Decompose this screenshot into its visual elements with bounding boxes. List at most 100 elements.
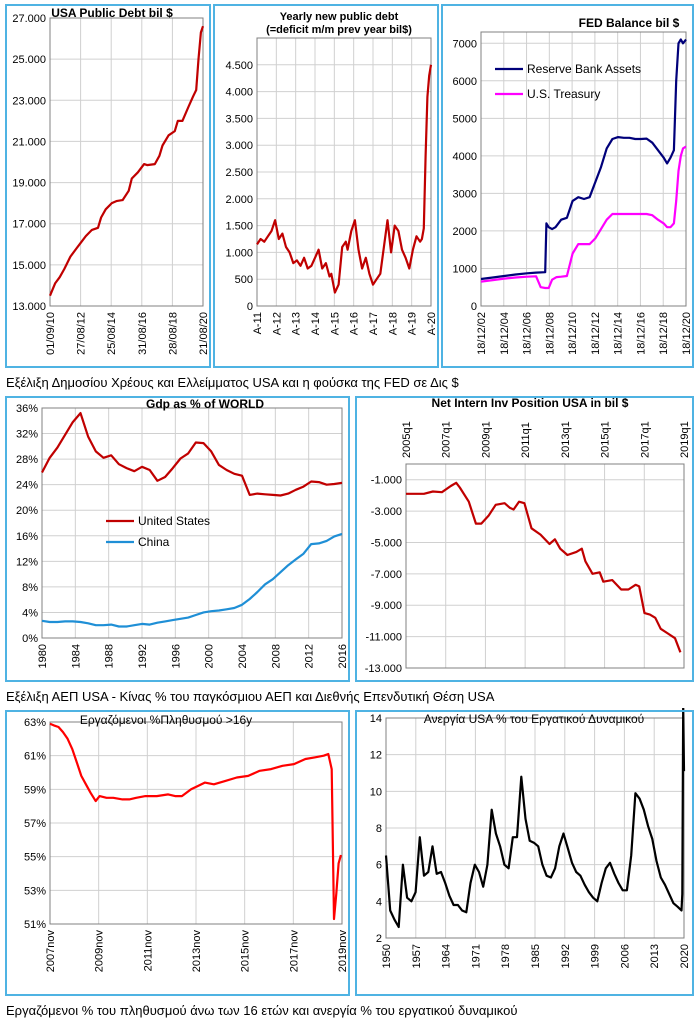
x-tick-label: 2013: [649, 944, 661, 968]
y-tick-label: 3.500: [225, 113, 253, 125]
y-tick-label: 4%: [22, 607, 38, 619]
x-tick-label: A-13: [291, 312, 303, 335]
x-tick-label: 1988: [104, 644, 116, 668]
chart-title: Ανεργία USA % του Εργατικού Δυναμικού: [424, 712, 645, 726]
y-tick-label: 61%: [24, 751, 46, 763]
chart-title: Yearly new public debt: [280, 11, 399, 23]
plot-area: [405, 463, 685, 669]
x-tick-label: 1971: [470, 944, 482, 968]
x-tick-label: A-19: [407, 312, 419, 335]
x-tick-label: 2007q1: [441, 421, 453, 458]
y-tick-label: 3.000: [225, 140, 253, 152]
chart-title: (=deficit m/m prev year bil$): [266, 24, 412, 36]
y-tick-label: 19.000: [12, 178, 46, 190]
x-tick-label: 18/12/02: [476, 312, 488, 355]
y-tick-label: 14: [370, 713, 382, 725]
y-tick-label: 1.500: [225, 221, 253, 233]
y-tick-label: 3000: [453, 188, 477, 200]
y-tick-label: 23.000: [12, 95, 46, 107]
plot-area: [49, 721, 343, 925]
chart-title: USA Public Debt bil $: [51, 6, 173, 20]
plot-area: [256, 37, 432, 307]
x-tick-label: 18/12/16: [635, 312, 647, 355]
united-states-series-line: [41, 412, 343, 497]
niip-chart-panel: -1.000 -3.000 -5.000 -7.000 -9.000 -11.000 -13…: [350, 394, 698, 684]
gdp-share-chart-panel: 36% 32% 28% 24% 20% 16% 12% 8% 4% 0% 1980 1984 1988 1…: [0, 394, 350, 684]
y-tick-label: 4000: [453, 151, 477, 163]
x-tick-label: A-12: [271, 312, 283, 335]
x-tick-label: 18/12/10: [567, 312, 579, 355]
y-tick-label: 27.000: [12, 13, 46, 25]
x-tick-label: 2009nov: [94, 930, 106, 973]
y-tick-label: -13.000: [365, 663, 402, 675]
x-tick-label: 18/12/06: [522, 312, 534, 355]
x-tick-label: 1957: [411, 944, 423, 968]
x-tick-label: 2006: [619, 944, 631, 968]
chart-frame: [5, 396, 350, 682]
y-tick-label: 0: [247, 301, 253, 313]
x-tick-label: 18/12/04: [499, 312, 511, 355]
x-tick-label: 1978: [500, 944, 512, 968]
china-series-line: [41, 532, 343, 628]
y-tick-label: 0: [471, 301, 477, 313]
x-tick-label: 28/08/18: [167, 312, 179, 355]
chart-title: FED Balance bil $: [579, 16, 680, 30]
y-tick-label: 8: [376, 823, 382, 835]
employment-chart: 63% 61% 59% 57% 55% 53% 51%2007nov 2009nov 2011n…: [24, 713, 349, 973]
y-tick-label: 1.000: [225, 247, 253, 259]
y-tick-label: 51%: [24, 919, 46, 931]
row3-caption: Εργαζόμενοι % του πληθυσμού άνω των 16 ε…: [0, 1000, 698, 1022]
x-tick-label: 18/12/08: [544, 312, 556, 355]
x-tick-label: 2016: [337, 644, 349, 668]
x-tick-label: 18/12/14: [613, 312, 625, 355]
y-tick-label: 4: [376, 896, 382, 908]
deficit-chart: 4.500 4.000 3.500 3.000 2.500 2.000 1.500 1.000…: [225, 11, 438, 335]
legend-label: U.S. Treasury: [527, 87, 600, 101]
y-tick-label: 25.000: [12, 54, 46, 66]
y-tick-label: -11.000: [366, 632, 403, 644]
x-tick-label: 2005q1: [401, 421, 413, 458]
x-tick-label: 18/12/18: [658, 312, 670, 355]
x-tick-label: 31/08/16: [137, 312, 149, 355]
y-tick-label: 6000: [453, 76, 477, 88]
y-tick-label: 20%: [16, 505, 38, 517]
x-tick-label: 1999: [590, 944, 602, 968]
plot-area: [49, 17, 204, 307]
y-tick-label: 7000: [453, 38, 477, 50]
employment-chart-panel: 63% 61% 59% 57% 55% 53% 51% 2007nov 2009nov 2011n…: [0, 708, 350, 998]
x-tick-label: 2015nov: [240, 930, 252, 973]
chart-frame: [355, 396, 694, 682]
employment-series-line: [49, 722, 342, 921]
chart-title: Gdp as % of WORLD: [146, 397, 264, 411]
x-tick-label: 2015q1: [600, 421, 612, 458]
plot-area: [385, 717, 685, 939]
y-tick-label: -1.000: [371, 475, 402, 487]
x-tick-label: 2007nov: [45, 930, 57, 973]
x-tick-label: 2020: [679, 944, 691, 968]
x-tick-label: 1964: [441, 944, 453, 968]
y-tick-label: 2.000: [225, 194, 253, 206]
row2-caption: Εξέλιξη ΑΕΠ USA - Κίνας % του παγκόσμιου…: [0, 686, 698, 708]
y-tick-label: 53%: [24, 885, 46, 897]
x-tick-label: 2017q1: [639, 421, 651, 458]
y-tick-label: 6: [376, 860, 382, 872]
x-tick-label: 21/08/20: [198, 312, 210, 355]
x-tick-label: 2008: [270, 644, 282, 668]
y-tick-label: 16%: [16, 531, 38, 543]
y-tick-label: 55%: [24, 852, 46, 864]
x-tick-label: 1985: [530, 944, 542, 968]
chart-title: Net Intern Inv Position USA in bil $: [432, 396, 629, 410]
y-tick-label: 12: [370, 750, 382, 762]
y-tick-label: -3.000: [371, 506, 402, 518]
y-tick-label: 4.500: [225, 60, 253, 72]
y-tick-label: 12%: [16, 556, 38, 568]
x-tick-label: A-15: [329, 312, 341, 335]
y-tick-label: 57%: [24, 818, 46, 830]
x-tick-label: 1996: [170, 644, 182, 668]
x-tick-label: 2000: [204, 644, 216, 668]
chart-frame: [5, 710, 350, 996]
x-tick-label: 2004: [237, 644, 249, 668]
x-tick-label: 2009q1: [480, 421, 492, 458]
x-tick-label: 2013nov: [191, 930, 203, 973]
x-tick-label: 27/08/12: [76, 312, 88, 355]
